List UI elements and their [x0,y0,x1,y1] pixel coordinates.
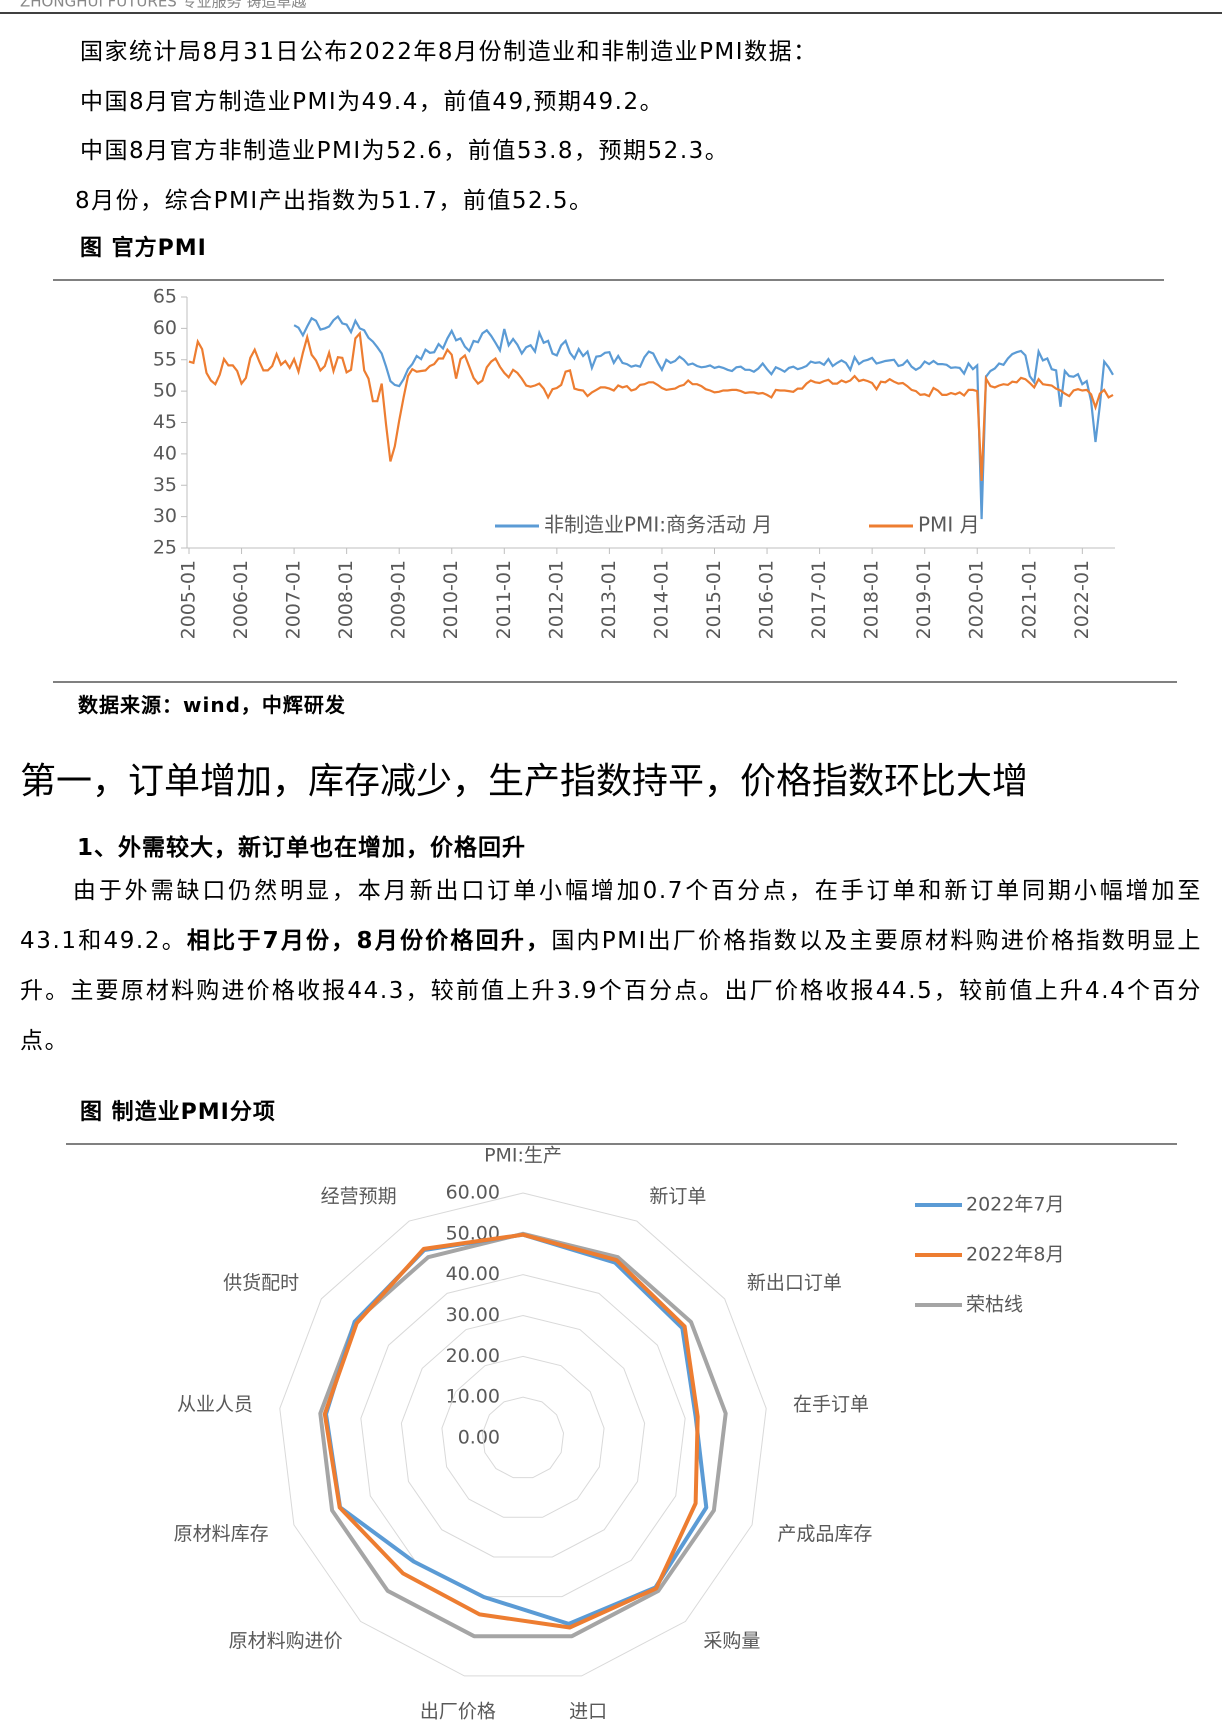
y-tick-label: 40 [153,442,177,464]
r-tick-label: 0.00 [458,1427,500,1449]
header-brand: ZHONGHUI FUTURES 专业服务 铸造卓越 [20,0,306,11]
y-tick-label: 30 [153,505,177,527]
paragraph: 由于外需缺口仍然明显，本月新出口订单小幅增加0.7个百分点，在手订单和新订单同期… [20,866,1202,1066]
category-label: 供货配时 [223,1272,299,1294]
x-tick-label: 2013-01 [598,560,620,639]
y-tick-label: 45 [153,411,177,433]
legend-label: 2022年8月 [966,1244,1064,1266]
intro-line: 8月份，综合PMI产出指数为51.7，前值52.5。 [75,188,594,214]
x-tick-label: 2019-01 [913,560,935,639]
y-tick-label: 25 [153,537,177,559]
category-label: 新出口订单 [747,1272,842,1294]
grid-ring [481,1396,565,1479]
section-subheading: 1、外需较大，新订单也在增加，价格回升 [77,835,527,861]
x-tick-label: 2017-01 [808,560,830,639]
category-label: PMI:生产 [484,1145,562,1167]
y-tick-label: 35 [153,474,177,496]
y-tick-label: 60 [153,317,177,339]
section-heading: 第一，订单增加，库存减少，生产指数持平，价格指数环比大增 [20,761,1029,802]
r-tick-label: 20.00 [446,1345,500,1367]
r-tick-label: 60.00 [446,1182,500,1204]
figure-caption: 图 官方PMI [80,236,207,261]
intro-line: 国家统计局8月31日公布2022年8月份制造业和非制造业PMI数据： [80,39,818,65]
intro-line: 中国8月官方非制造业PMI为52.6，前值53.8，预期52.3。 [80,138,730,164]
x-tick-label: 2006-01 [230,560,252,639]
category-label: 新订单 [649,1186,706,1208]
x-tick-label: 2010-01 [440,560,462,639]
x-tick-label: 2016-01 [756,560,778,639]
legend-label: PMI 月 [918,513,980,537]
r-tick-label: 40.00 [446,1263,500,1285]
legend-label: 荣枯线 [966,1294,1023,1316]
figure-source: 数据来源：wind，中辉研发 [78,693,346,717]
x-tick-label: 2014-01 [650,560,672,639]
series-line [188,330,1114,481]
category-label: 产成品库存 [777,1523,872,1545]
x-tick-label: 2022-01 [1071,560,1093,639]
category-label: 从业人员 [177,1394,253,1416]
y-tick-label: 50 [153,380,177,402]
y-tick-label: 65 [153,286,177,308]
y-tick-label: 55 [153,348,177,370]
text-run-bold: 相比于7月份，8月份价格回升， [186,928,552,954]
x-tick-label: 2007-01 [283,560,305,639]
text-run: 由于外需缺口仍然明显，本月新出口订单小幅增加0.7个百分点，在手订单和新订单同期… [20,878,1202,954]
x-tick-label: 2015-01 [703,560,725,639]
grid-ring [360,1274,686,1598]
r-tick-label: 30.00 [446,1304,500,1326]
figure-caption: 图 制造业PMI分项 [80,1100,276,1125]
grid-ring [400,1314,646,1558]
x-tick-label: 2009-01 [388,560,410,639]
intro-line: 中国8月官方制造业PMI为49.4，前值49,预期49.2。 [80,89,665,115]
category-label: 在手订单 [793,1394,869,1416]
x-tick-label: 2020-01 [966,560,988,639]
x-tick-label: 2008-01 [335,560,357,639]
legend-label: 2022年7月 [966,1194,1064,1216]
grid-ring [441,1355,605,1518]
category-label: 原材料库存 [174,1523,269,1545]
x-tick-label: 2021-01 [1018,560,1040,639]
category-label: 经营预期 [321,1186,397,1208]
text-run: 国内PMI出厂价格指数以及主要原材料购进价格指数明显上升。主要原材料购进价格收报… [20,928,1203,1054]
category-label: 原材料购进价 [229,1630,343,1652]
x-tick-label: 2012-01 [545,560,567,639]
grid-ring [279,1192,767,1677]
x-tick-label: 2011-01 [493,560,515,639]
r-tick-label: 10.00 [446,1386,500,1408]
category-label: 采购量 [703,1630,760,1652]
x-tick-label: 2018-01 [861,560,883,639]
category-label: 出厂价格 [420,1700,496,1722]
category-label: 进口 [569,1700,607,1722]
series-polygon [322,1232,700,1630]
x-tick-label: 2005-01 [178,560,200,639]
series-line [293,314,1114,520]
legend-label: 非制造业PMI:商务活动 月 [544,513,772,537]
